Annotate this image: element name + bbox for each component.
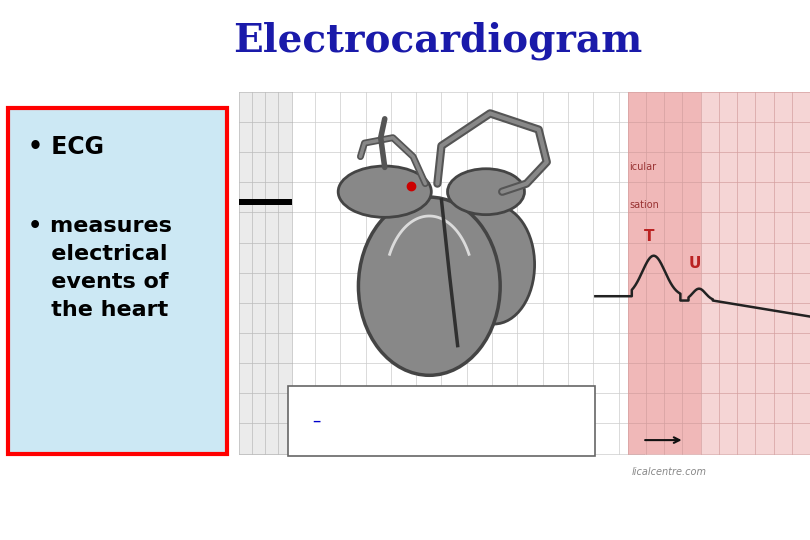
Text: T: T [645, 229, 654, 244]
Text: • ECG: • ECG [28, 135, 104, 159]
Bar [628, 92, 701, 454]
Text: U: U [688, 256, 701, 271]
Text: licalcentre.com: licalcentre.com [632, 467, 707, 477]
Text: –: – [312, 412, 321, 430]
Bar [701, 92, 810, 454]
Text: sation: sation [629, 200, 659, 210]
Bar [239, 199, 292, 205]
Bar [8, 108, 227, 454]
Ellipse shape [339, 166, 432, 217]
Bar [239, 92, 292, 454]
Ellipse shape [454, 205, 535, 324]
Text: Electrocardiogram: Electrocardiogram [232, 22, 642, 60]
Ellipse shape [358, 197, 501, 375]
Text: icular: icular [629, 162, 656, 172]
Ellipse shape [447, 168, 525, 214]
Bar [288, 386, 595, 456]
Text: • measures
   electrical
   events of
   the heart: • measures electrical events of the hear… [28, 216, 173, 320]
